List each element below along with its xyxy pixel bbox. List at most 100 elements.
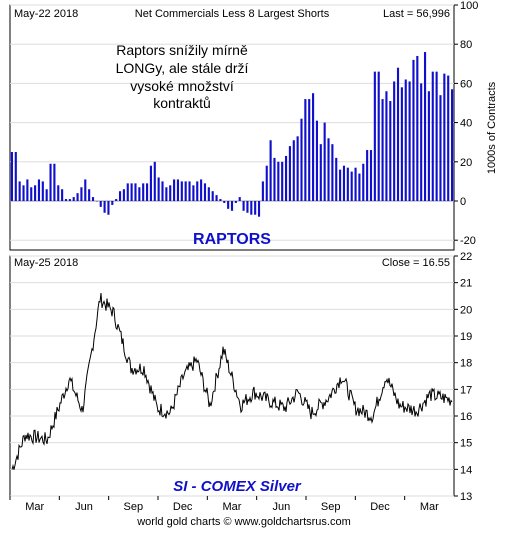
bottom-y-tick-label: 16 [460, 411, 472, 423]
annotation-line-2: LONGy, ale stále drží [116, 60, 249, 76]
bottom-panel-frame [9, 255, 455, 497]
raptors-bar [400, 87, 403, 201]
raptors-bar [138, 187, 141, 201]
raptors-bar [377, 71, 380, 201]
raptors-bar [45, 189, 48, 201]
raptors-bar [242, 201, 245, 211]
raptors-bar [176, 179, 180, 201]
raptors-bar [91, 197, 95, 201]
raptors-bar [188, 181, 191, 201]
raptors-bar [323, 122, 326, 201]
raptors-bar [37, 179, 41, 201]
raptors-bar [315, 120, 319, 201]
raptors-bar [118, 191, 122, 201]
raptors-bar [281, 161, 284, 201]
raptors-bar [451, 89, 454, 201]
raptors-bar [227, 201, 230, 209]
top-y-tick-label: 60 [460, 78, 472, 90]
raptors-bar [369, 150, 373, 201]
raptors-bar [230, 201, 234, 211]
raptors-bar [223, 201, 226, 203]
raptors-bar [373, 71, 376, 201]
raptors-bar [126, 183, 129, 201]
raptors-bar [261, 181, 264, 201]
raptors-bar [354, 167, 357, 201]
raptors-bar [145, 183, 149, 201]
raptors-bar [61, 189, 64, 201]
raptors-bar [10, 152, 13, 201]
raptors-bar [157, 177, 160, 201]
silver-price-line [11, 292, 453, 470]
raptors-bar [288, 146, 291, 201]
raptors-bar [404, 79, 407, 201]
raptors-bar [346, 167, 349, 201]
raptors-bar [254, 201, 257, 215]
raptors-bar [149, 165, 152, 201]
bottom-y-axis: 13 14 15 16 17 18 19 20 21 22 [454, 251, 472, 503]
raptors-bar [396, 67, 400, 201]
raptors-bar [80, 187, 83, 201]
raptors-bar [265, 165, 268, 201]
raptors-bar [215, 195, 218, 201]
raptors-bar [103, 201, 106, 213]
bottom-y-tick-label: 21 [460, 278, 472, 290]
top-grid [10, 4, 454, 241]
raptors-bars [10, 52, 454, 217]
raptors-bar [358, 173, 361, 201]
raptors-bar [207, 187, 210, 201]
raptors-bar [18, 181, 21, 201]
raptors-bar [72, 197, 75, 201]
raptors-bar [257, 201, 261, 217]
raptors-bar [161, 181, 164, 201]
raptors-bar [34, 185, 37, 201]
raptors-bar [142, 183, 145, 201]
bottom-x-axis: Mar Jun Sep Dec Mar Jun Sep Dec Mar [9, 496, 439, 513]
raptors-bar [416, 55, 419, 202]
raptors-bar [327, 138, 330, 201]
bottom-x-tick-label: Jun [272, 501, 290, 513]
raptors-bar [68, 199, 71, 201]
raptors-bar [234, 201, 237, 203]
annotation-line-4: kontraktů [153, 95, 211, 111]
raptors-bar [115, 199, 118, 201]
top-last-label: Last = 56,996 [383, 8, 450, 20]
raptors-bar [64, 199, 68, 201]
raptors-bar [381, 99, 384, 201]
raptors-bar [14, 152, 17, 201]
raptors-bar [362, 163, 365, 201]
top-y-axis: -20 0 20 40 60 80 100 [454, 0, 478, 247]
raptors-bar [134, 183, 137, 201]
raptors-bar [84, 179, 87, 201]
bottom-y-tick-label: 15 [460, 438, 472, 450]
raptors-bar [246, 201, 249, 213]
raptors-bar [41, 181, 44, 201]
bottom-grid [10, 255, 454, 497]
raptors-bar [165, 187, 168, 201]
raptors-bar [331, 144, 334, 201]
raptors-bar [192, 185, 195, 201]
top-y-tick-label: 100 [460, 0, 478, 12]
bottom-x-tick-label: Mar [25, 501, 44, 513]
raptors-bar [26, 179, 29, 201]
raptors-bar [30, 187, 33, 201]
raptors-bar [184, 181, 187, 201]
raptors-bar [49, 163, 52, 201]
raptors-bar [95, 201, 98, 202]
raptors-bar [427, 91, 430, 201]
footer-source: world gold charts © www.goldchartsrus.co… [136, 516, 351, 528]
raptors-bar [443, 73, 446, 201]
bottom-y-tick-label: 14 [460, 464, 472, 476]
bottom-x-tick-label: Sep [321, 501, 341, 513]
raptors-bar [412, 59, 415, 201]
silver-caption: SI - COMEX Silver [173, 478, 302, 495]
raptors-bar [319, 144, 322, 201]
bottom-date-label: May-25 2018 [14, 257, 78, 269]
raptors-bar [423, 52, 427, 201]
top-chart-title: Net Commercials Less 8 Largest Shorts [135, 8, 330, 20]
raptors-bar [296, 136, 299, 201]
annotation-line-1: Raptors snížily mírně [116, 42, 248, 58]
raptors-bar [22, 185, 25, 201]
raptors-bar [180, 181, 183, 201]
raptors-bar [304, 99, 307, 201]
